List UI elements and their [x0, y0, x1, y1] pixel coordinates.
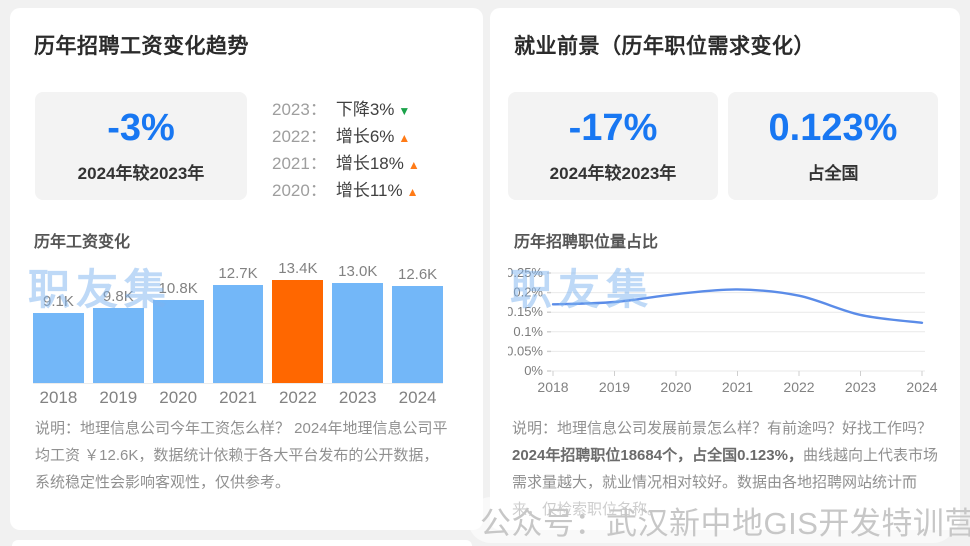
x-axis-label: 2023 — [845, 379, 876, 395]
yearly-change-row: 2023： 下降3%▼ — [272, 96, 420, 123]
up-arrow-icon: ▲ — [408, 158, 420, 172]
up-arrow-icon: ▲ — [407, 185, 419, 199]
bar-series: 9.1K 9.8K 10.8K 12.7K 13.4K 13.0K 12.6K — [33, 253, 443, 384]
yearly-change-row: 2022： 增长6%▲ — [272, 123, 420, 150]
salary-trend-card: 历年招聘工资变化趋势 -3% 2024年较2023年 2023：下降3%▼202… — [10, 8, 483, 530]
bar-value-label: 9.1K — [43, 293, 74, 310]
national-share-value: 0.123% — [769, 108, 898, 150]
bar-year-label: 2023 — [332, 388, 383, 408]
bar-value-label: 10.8K — [159, 280, 198, 297]
bar-year-label: 2019 — [93, 388, 144, 408]
bar-column: 9.8K — [93, 288, 144, 383]
bar-column: 12.7K — [213, 265, 264, 383]
page: 历年招聘工资变化趋势 -3% 2024年较2023年 2023：下降3%▼202… — [0, 0, 970, 546]
bar — [93, 308, 144, 383]
x-axis-label: 2022 — [783, 379, 814, 395]
bar — [332, 283, 383, 383]
x-axis-label: 2021 — [722, 379, 753, 395]
salary-trend-title: 历年招聘工资变化趋势 — [34, 30, 249, 60]
y-axis-label: 0% — [524, 363, 543, 378]
outlook-description-bold: 2024年招聘职位18684个，占全国0.123%， — [512, 447, 803, 464]
x-axis-label: 2019 — [599, 379, 630, 395]
y-axis-label: 0.1% — [513, 324, 543, 339]
bar-column: 10.8K — [153, 280, 204, 383]
positions-line-chart: 0.25% 0.2% 0.15% 0.1% 0.05% 0%2018 2019 2020 202… — [508, 258, 948, 398]
next-card-top-edge — [12, 540, 472, 546]
bar-value-label: 9.8K — [103, 288, 134, 305]
bar-column: 12.6K — [392, 266, 443, 383]
job-outlook-card: 就业前景（历年职位需求变化） -17% 2024年较2023年 0.123% 占… — [490, 8, 960, 530]
yearly-change-text: 下降3% — [336, 100, 395, 119]
yearly-change-text: 增长11% — [336, 181, 403, 200]
yearly-change-text: 增长18% — [336, 154, 404, 173]
bar — [392, 286, 443, 383]
bar — [153, 300, 204, 383]
positions-chart-title: 历年招聘职位量占比 — [514, 228, 658, 252]
salary-bar-chart: 9.1K9.8K10.8K12.7K13.4K13.0K12.6K 201820… — [33, 253, 443, 408]
salary-description: 说明：地理信息公司今年工资怎么样？ 2024年地理信息公司平均工资 ￥12.6K… — [35, 415, 453, 496]
bar-value-label: 13.0K — [338, 263, 377, 280]
salary-change-stat: -3% 2024年较2023年 — [35, 92, 247, 200]
bar-year-label: 2018 — [33, 388, 84, 408]
y-axis-label: 0.25% — [508, 265, 543, 280]
wechat-watermark: 公众号：武汉新中地GIS开发特训营 — [468, 497, 956, 543]
bar-value-label: 12.7K — [218, 265, 257, 282]
demand-change-value: -17% — [569, 108, 658, 150]
national-share-label: 占全国 — [808, 159, 859, 184]
yearly-change-year: 2020： — [272, 181, 327, 200]
bar-column: 9.1K — [33, 293, 84, 383]
salary-change-label: 2024年较2023年 — [78, 159, 205, 184]
salary-chart-title: 历年工资变化 — [34, 228, 130, 252]
wechat-watermark-text: 公众号：武汉新中地GIS开发特训营 — [480, 498, 970, 543]
outlook-description-pre: 说明：地理信息公司发展前景怎么样？有前途吗？好找工作吗？ — [512, 420, 932, 437]
bar-year-label: 2024 — [392, 388, 443, 408]
yearly-change-year: 2022： — [272, 127, 327, 146]
national-share-stat: 0.123% 占全国 — [728, 92, 938, 200]
demand-change-label: 2024年较2023年 — [550, 159, 677, 184]
yearly-change-row: 2021： 增长18% ▲ — [272, 150, 420, 177]
down-arrow-icon: ▼ — [398, 104, 410, 118]
bar-year-label: 2020 — [153, 388, 204, 408]
demand-change-stat: -17% 2024年较2023年 — [508, 92, 718, 200]
bar — [272, 280, 323, 383]
job-outlook-title: 就业前景（历年职位需求变化） — [514, 30, 815, 60]
bar-x-axis-labels: 2018 2019 2020 2021 2022 2023 2024 — [33, 388, 443, 408]
y-axis-label: 0.2% — [513, 285, 543, 300]
bar-value-label: 13.4K — [278, 260, 317, 277]
bar — [213, 285, 264, 383]
x-axis-label: 2018 — [537, 379, 568, 395]
bar-year-label: 2022 — [272, 388, 323, 408]
x-axis-label: 2024 — [906, 379, 937, 395]
bar-year-label: 2021 — [213, 388, 264, 408]
yearly-change-row: 2020： 增长11% ▲ — [272, 177, 420, 204]
bar — [33, 313, 84, 383]
demand-trend-line — [553, 289, 922, 322]
bar-value-label: 12.6K — [398, 266, 437, 283]
bar-column: 13.0K — [332, 263, 383, 383]
salary-change-value: -3% — [107, 108, 175, 150]
yearly-change-list: 2023：下降3%▼2022：增长6%▲2021：增长18%▲2020：增长11… — [272, 96, 420, 204]
yearly-change-year: 2021： — [272, 154, 327, 173]
up-arrow-icon: ▲ — [398, 131, 410, 145]
x-axis-label: 2020 — [660, 379, 691, 395]
y-axis-label: 0.15% — [508, 304, 543, 319]
y-axis-label: 0.05% — [508, 343, 543, 358]
yearly-change-year: 2023： — [272, 100, 327, 119]
bar-column: 13.4K — [272, 260, 323, 383]
yearly-change-text: 增长6% — [336, 127, 395, 146]
